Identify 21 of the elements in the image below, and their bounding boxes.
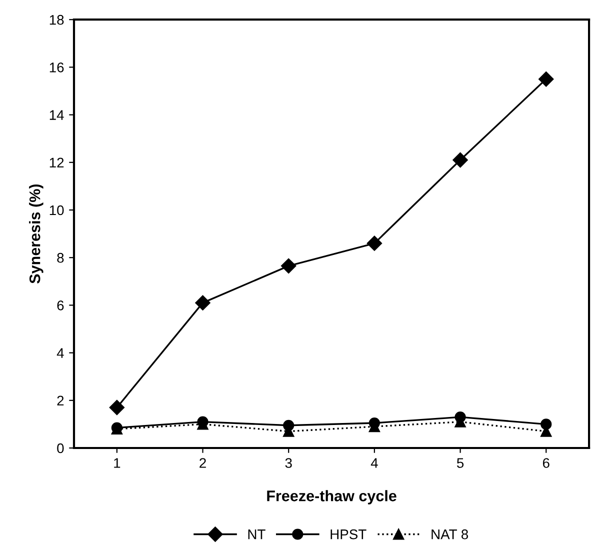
y-tick-label: 12	[50, 158, 64, 168]
x-tick-label: 4	[370, 458, 378, 468]
y-tick-label: 8	[57, 252, 64, 263]
y-tick-label: 2	[57, 396, 64, 406]
y-tick-label: 14	[50, 110, 64, 120]
legend-label: NAT 8	[432, 529, 468, 540]
x-tick-label: 6	[542, 458, 550, 468]
y-tick-label: 16	[50, 62, 64, 72]
y-tick-label: 18	[50, 14, 64, 25]
y-tick-label: 4	[56, 348, 64, 358]
y-tick-label: 0	[57, 443, 64, 454]
y-tick-label: 10	[50, 205, 64, 216]
y-axis-title: Syneresis (%)	[29, 184, 44, 284]
legend-label: NT	[248, 530, 266, 540]
legend-label: HPST	[330, 529, 366, 540]
x-axis-title: Freeze-thaw cycle	[267, 490, 396, 504]
x-tick-label: 1	[114, 458, 120, 468]
x-tick-label: 2	[200, 458, 206, 468]
x-tick-label: 5	[456, 458, 464, 468]
y-tick-label: 6	[57, 300, 64, 310]
x-tick-label: 3	[285, 458, 292, 468]
